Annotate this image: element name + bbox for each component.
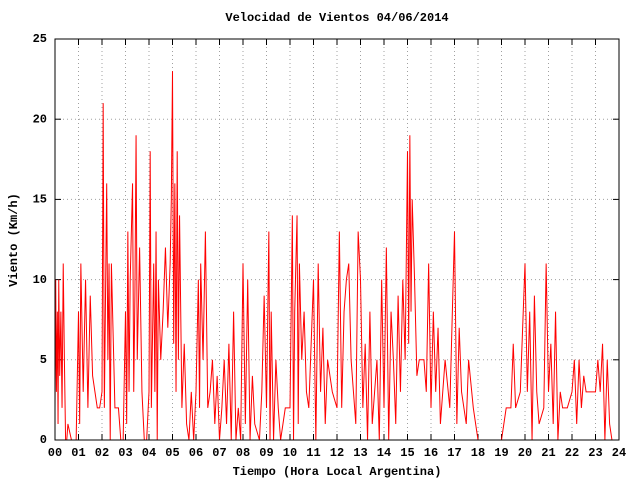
x-tick-label: 23 (588, 446, 602, 460)
y-tick-label: 0 (40, 433, 47, 447)
chart-title: Velocidad de Vientos 04/06/2014 (225, 11, 448, 25)
x-tick-label: 04 (142, 446, 156, 460)
y-tick-label: 10 (33, 273, 47, 287)
y-axis-label: Viento (Km/h) (7, 193, 21, 287)
x-tick-label: 08 (236, 446, 250, 460)
x-tick-label: 10 (283, 446, 297, 460)
y-tick-label: 25 (33, 32, 47, 46)
x-tick-label: 12 (330, 446, 344, 460)
x-tick-label: 17 (447, 446, 461, 460)
y-tick-label: 20 (33, 112, 47, 126)
x-tick-label: 09 (259, 446, 273, 460)
x-tick-label: 21 (541, 446, 555, 460)
x-tick-label: 18 (471, 446, 485, 460)
x-tick-label: 03 (118, 446, 132, 460)
x-tick-label: 13 (353, 446, 367, 460)
plot-border (54, 38, 620, 441)
x-tick-label: 06 (189, 446, 203, 460)
x-tick-label: 01 (71, 446, 85, 460)
x-tick-label: 20 (518, 446, 532, 460)
x-tick-label: 19 (494, 446, 508, 460)
x-tick-label: 07 (212, 446, 226, 460)
x-tick-label: 22 (565, 446, 579, 460)
x-tick-label: 05 (165, 446, 179, 460)
x-tick-label: 00 (48, 446, 62, 460)
x-tick-label: 15 (400, 446, 414, 460)
y-tick-label: 5 (40, 353, 47, 367)
x-tick-label: 14 (377, 446, 391, 460)
x-tick-label: 24 (612, 446, 626, 460)
x-axis-label: Tiempo (Hora Local Argentina) (233, 465, 442, 479)
x-tick-label: 16 (424, 446, 438, 460)
wind-line (54, 71, 613, 441)
x-tick-label: 02 (95, 446, 109, 460)
y-tick-label: 15 (33, 193, 47, 207)
x-tick-label: 11 (306, 446, 320, 460)
